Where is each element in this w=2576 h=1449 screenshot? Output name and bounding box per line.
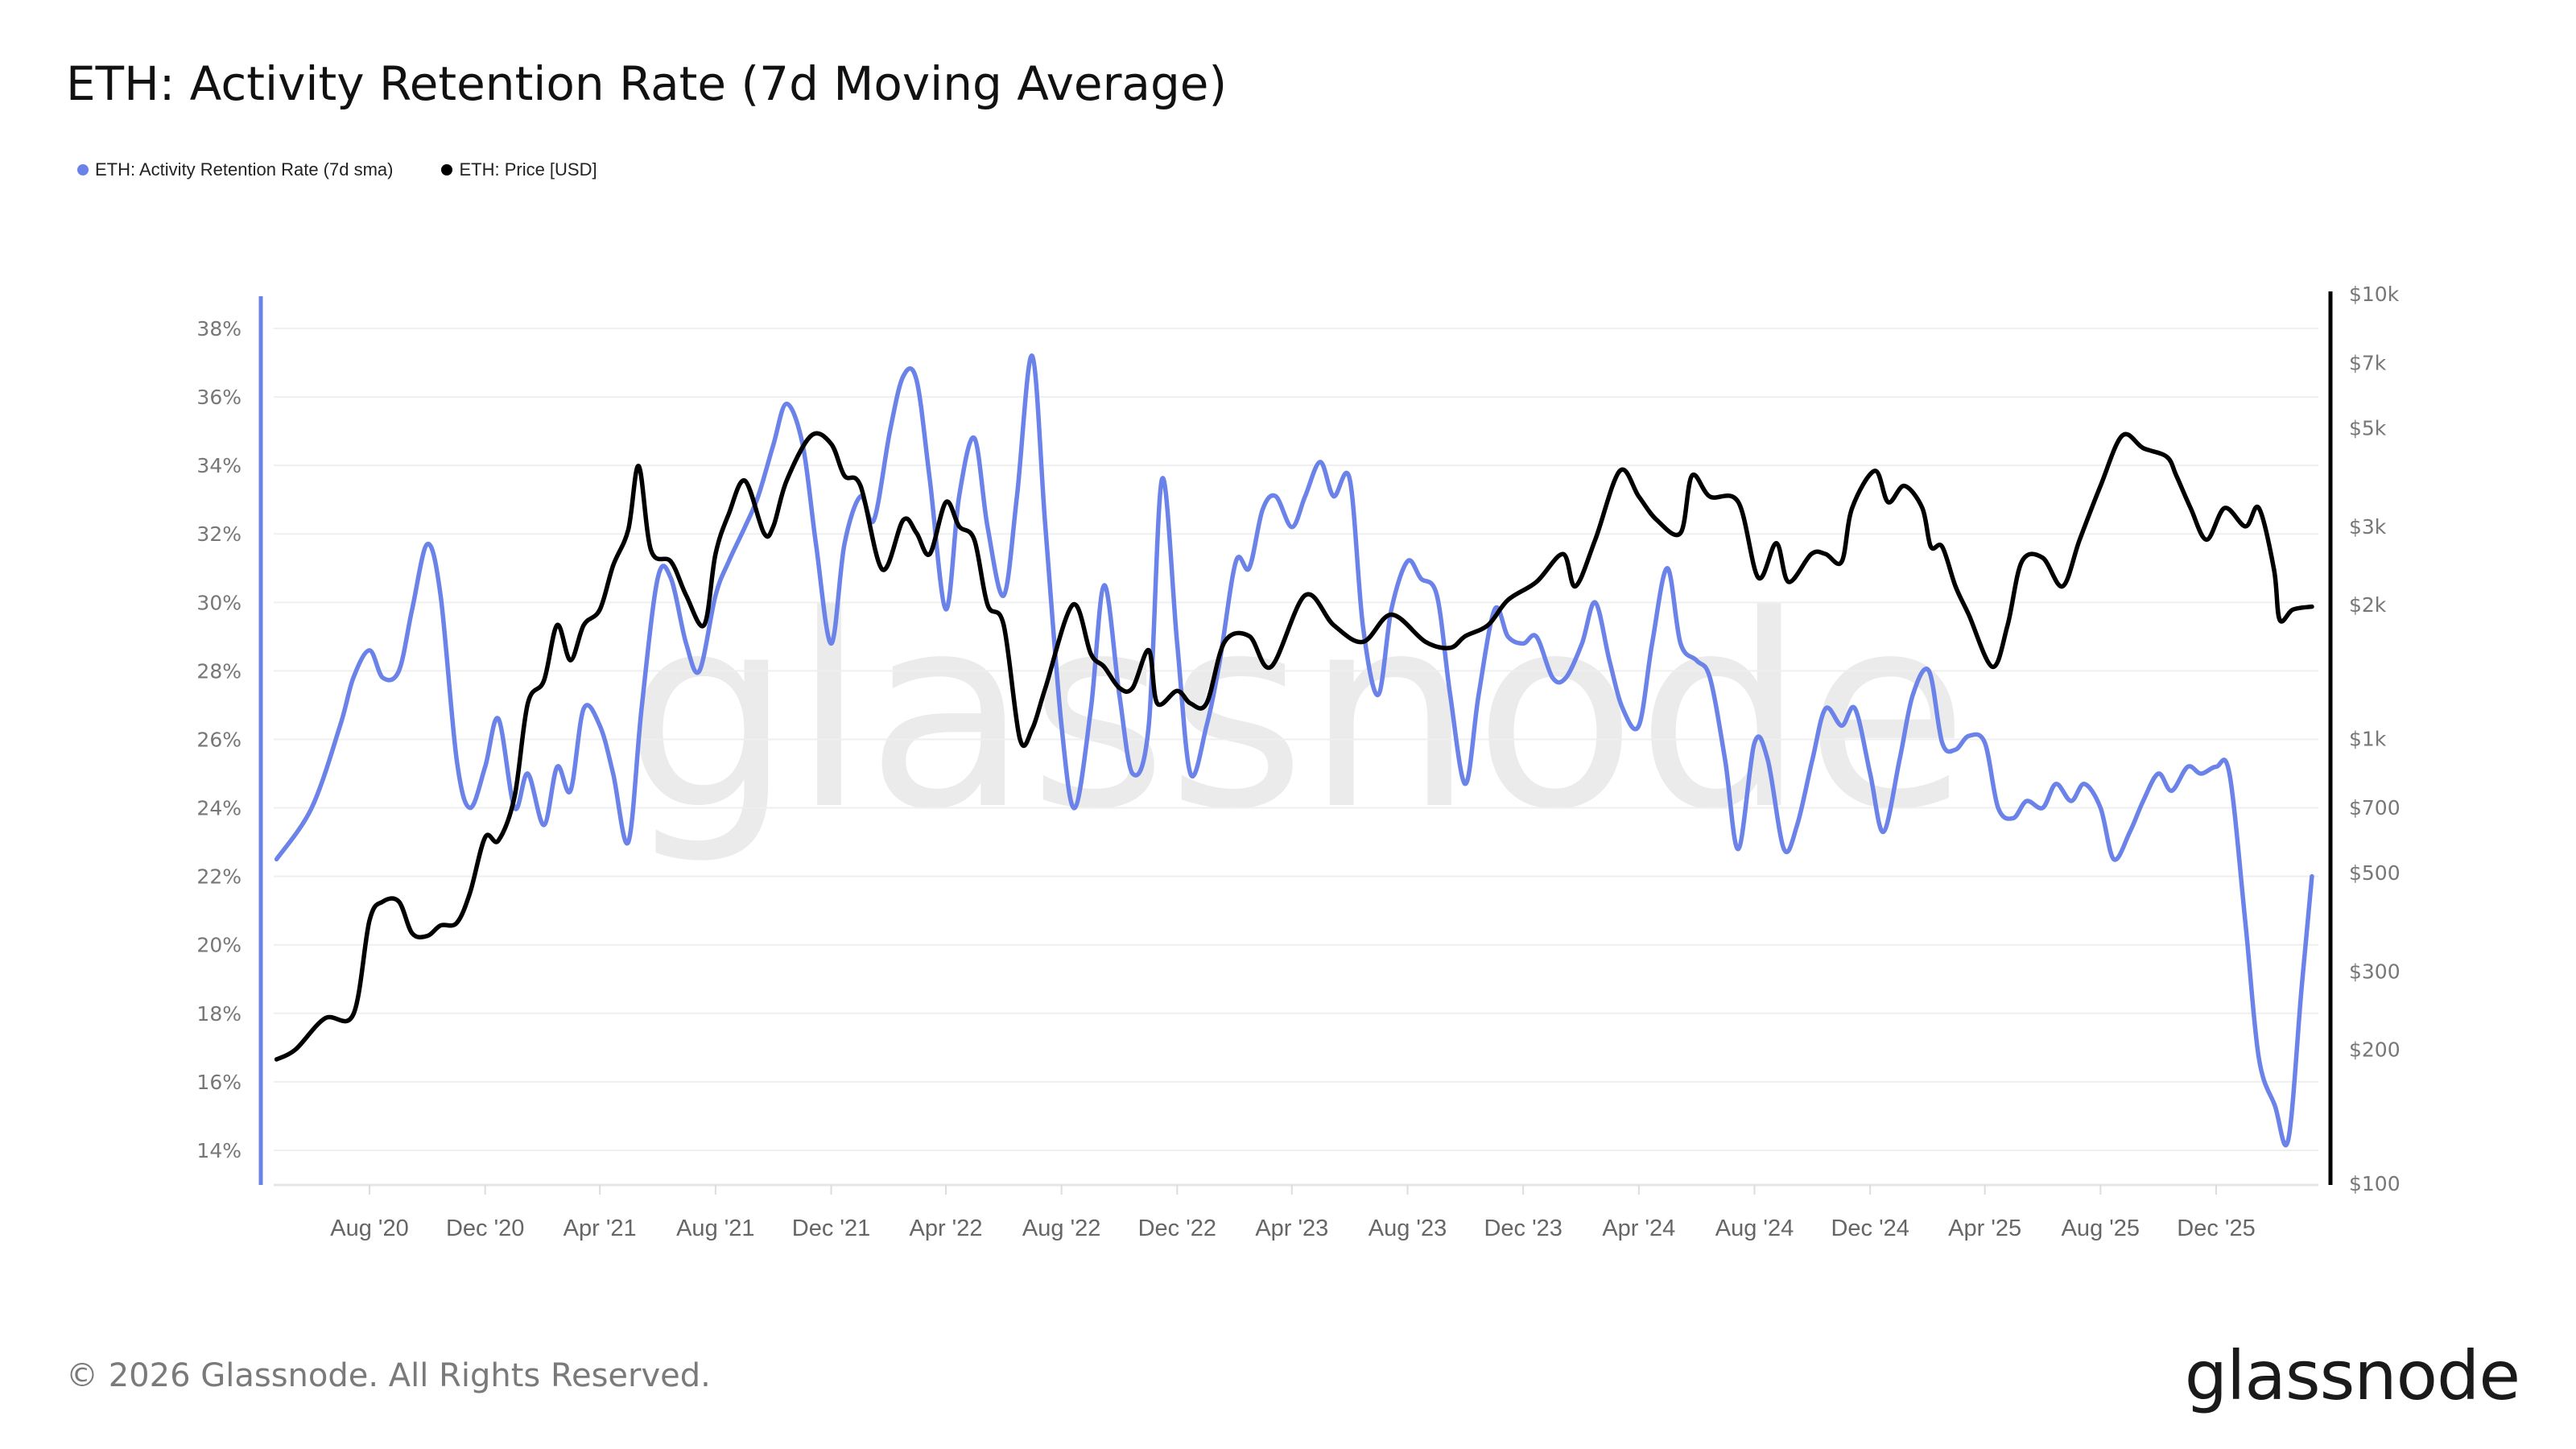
right-axis-tick-label: $10k [2349,283,2400,306]
x-axis-tick-label: Aug '20 [330,1216,408,1241]
legend-dot-icon [77,164,89,175]
x-axis-tick-label: Apr '23 [1255,1216,1328,1241]
right-axis-tick-label: $2k [2349,593,2387,617]
left-axis-tick-label: 18% [196,1002,242,1026]
retention-rate-line [274,353,2314,1148]
x-axis-tick-label: Dec '24 [1831,1216,1909,1241]
legend-item-retention-rate[interactable]: ETH: Activity Retention Rate (7d sma) [77,159,393,180]
glassnode-logo: glassnode [2184,1336,2520,1415]
left-axis: 14% 16% 18% 20% 22% 24% 26% 28% 30% 32% 34% 36% 38% [196,296,263,1185]
left-axis-tick-label: 26% [196,728,242,751]
legend: ETH: Activity Retention Rate (7d sma) ET… [77,159,597,180]
left-axis-tick-label: 28% [196,659,242,683]
x-axis-tick-label: Dec '22 [1138,1216,1216,1241]
x-axis-tick-label: Aug '22 [1022,1216,1100,1241]
legend-dot-icon [441,164,453,175]
left-axis-tick-label: 14% [196,1139,242,1162]
price-line [274,431,2314,1062]
x-axis-tick-label: Aug '25 [2062,1216,2140,1241]
right-axis-tick-label: $5k [2349,416,2387,440]
right-axis: $100 $200 $300 $500 $700 $1k $2k $3k $5k $7k $10k [2328,283,2401,1195]
x-axis-tick-label: Apr '25 [1948,1216,2021,1241]
left-axis-tick-label: 30% [196,591,242,614]
right-axis-tick-label: $200 [2349,1038,2401,1062]
right-axis-tick-label: $1k [2349,728,2387,751]
chart-title: ETH: Activity Retention Rate (7d Moving … [66,56,1228,111]
copyright-footer: © 2026 Glassnode. All Rights Reserved. [66,1357,711,1394]
left-axis-tick-label: 16% [196,1071,242,1094]
x-axis-tick-label: Dec '21 [792,1216,870,1241]
right-axis-tick-label: $7k [2349,352,2387,375]
legend-label: ETH: Price [USD] [459,159,597,180]
gridlines [274,328,2318,1187]
left-axis-tick-label: 32% [196,522,242,546]
x-axis-tick-label: Aug '21 [676,1216,754,1241]
right-axis-tick-label: $500 [2349,861,2401,885]
right-axis-tick-label: $700 [2349,796,2401,819]
right-axis-tick-label: $3k [2349,515,2387,539]
left-axis-tick-label: 22% [196,865,242,889]
x-axis-tick-label: Dec '23 [1484,1216,1562,1241]
x-axis-tick-label: Apr '21 [564,1216,637,1241]
x-axis-tick-label: Apr '22 [909,1216,982,1241]
x-axis-tick-label: Aug '24 [1715,1216,1794,1241]
x-axis-tick-label: Aug '23 [1368,1216,1447,1241]
left-axis-tick-label: 20% [196,934,242,957]
x-axis: Aug '20 Dec '20 Apr '21 Aug '21 Dec '21 Apr '… [330,1185,2256,1241]
legend-item-price[interactable]: ETH: Price [USD] [441,159,597,180]
x-axis-tick-label: Apr '24 [1602,1216,1675,1241]
left-axis-tick-label: 24% [196,797,242,820]
legend-label: ETH: Activity Retention Rate (7d sma) [95,159,394,180]
x-axis-tick-label: Dec '20 [446,1216,524,1241]
left-axis-tick-label: 36% [196,386,242,409]
left-axis-tick-label: 34% [196,454,242,477]
left-axis-tick-label: 38% [196,317,242,341]
right-axis-tick-label: $300 [2349,960,2401,983]
series-lines [274,353,2314,1148]
x-axis-tick-label: Dec '25 [2177,1216,2255,1241]
right-axis-tick-label: $100 [2349,1172,2401,1195]
